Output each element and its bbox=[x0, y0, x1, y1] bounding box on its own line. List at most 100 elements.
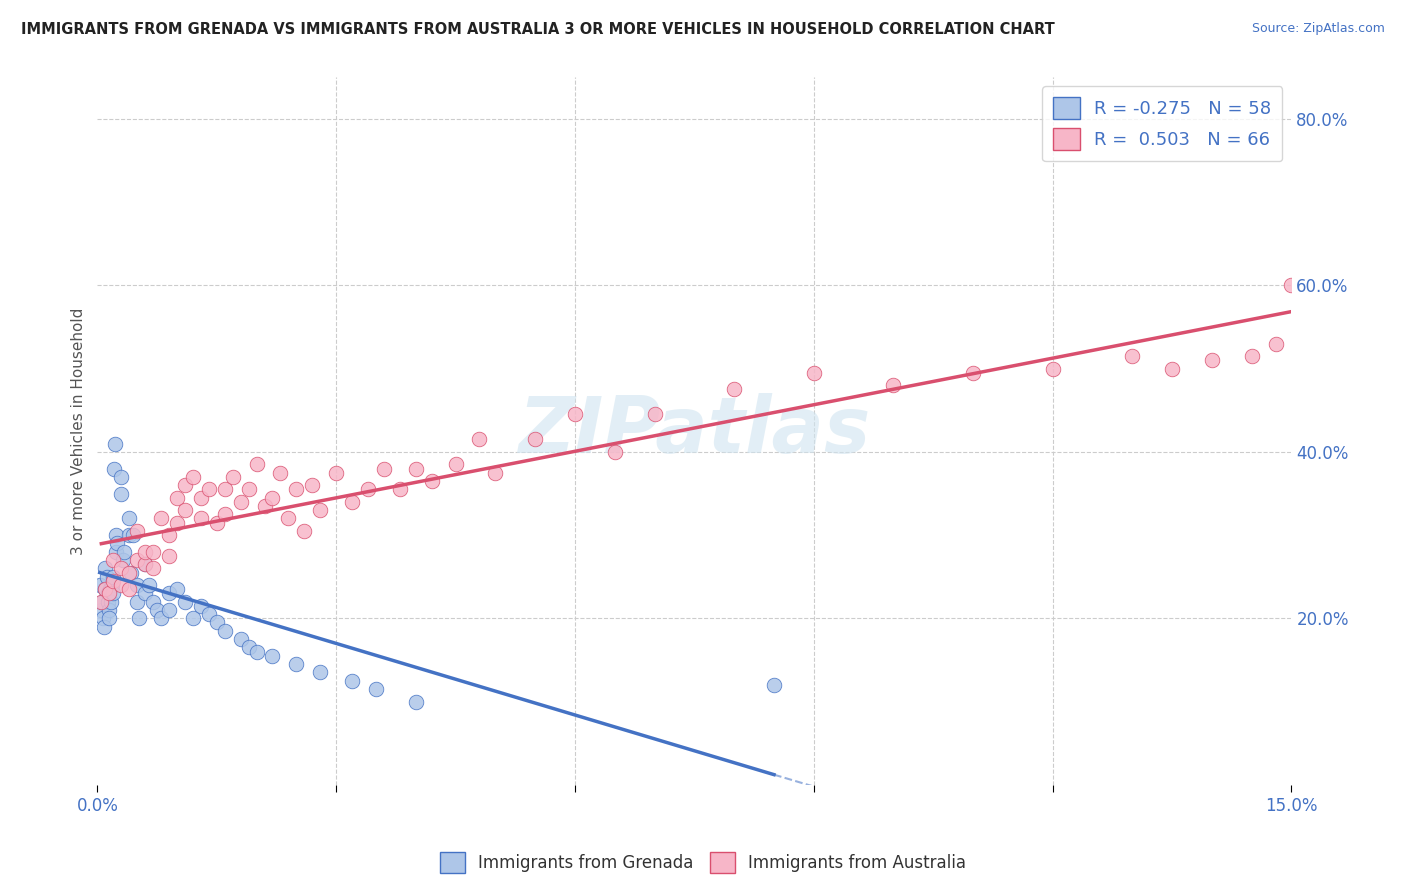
Point bbox=[103, 553, 125, 567]
Point bbox=[157, 586, 180, 600]
Point bbox=[340, 495, 363, 509]
Point bbox=[405, 461, 427, 475]
Point bbox=[122, 528, 145, 542]
Point bbox=[388, 483, 411, 497]
Point bbox=[142, 545, 165, 559]
Point bbox=[110, 486, 132, 500]
Point bbox=[285, 483, 308, 497]
Point bbox=[205, 615, 228, 630]
Point bbox=[166, 491, 188, 505]
Point bbox=[309, 665, 332, 680]
Point bbox=[277, 511, 299, 525]
Point bbox=[166, 516, 188, 530]
Point bbox=[238, 640, 260, 655]
Point bbox=[1240, 349, 1263, 363]
Point bbox=[127, 578, 149, 592]
Legend: R = -0.275   N = 58, R =  0.503   N = 66: R = -0.275 N = 58, R = 0.503 N = 66 bbox=[1042, 87, 1282, 161]
Point bbox=[94, 561, 117, 575]
Text: Source: ZipAtlas.com: Source: ZipAtlas.com bbox=[1251, 22, 1385, 36]
Point bbox=[110, 578, 132, 592]
Point bbox=[364, 681, 387, 696]
Text: ZIPatlas: ZIPatlas bbox=[519, 393, 870, 469]
Point bbox=[603, 445, 626, 459]
Point bbox=[301, 478, 323, 492]
Point bbox=[98, 611, 121, 625]
Point bbox=[142, 561, 165, 575]
Point bbox=[1042, 361, 1064, 376]
Point bbox=[524, 433, 547, 447]
Point bbox=[157, 528, 180, 542]
Point bbox=[100, 578, 122, 592]
Point bbox=[134, 558, 156, 572]
Point bbox=[564, 408, 586, 422]
Point bbox=[89, 578, 111, 592]
Point bbox=[468, 433, 491, 447]
Point bbox=[214, 483, 236, 497]
Point bbox=[285, 657, 308, 672]
Point bbox=[174, 478, 197, 492]
Point bbox=[1281, 278, 1303, 293]
Point bbox=[444, 458, 467, 472]
Point bbox=[127, 524, 149, 538]
Point bbox=[292, 524, 315, 538]
Point bbox=[103, 586, 125, 600]
Point bbox=[723, 383, 745, 397]
Point bbox=[181, 611, 204, 625]
Point bbox=[127, 553, 149, 567]
Point bbox=[1161, 361, 1184, 376]
Point bbox=[1121, 349, 1143, 363]
Point bbox=[94, 582, 117, 597]
Point bbox=[1264, 336, 1286, 351]
Point bbox=[118, 566, 141, 580]
Point bbox=[190, 599, 212, 613]
Point bbox=[198, 607, 221, 622]
Point bbox=[93, 620, 115, 634]
Point bbox=[127, 595, 149, 609]
Point bbox=[138, 578, 160, 592]
Point bbox=[91, 611, 114, 625]
Point bbox=[269, 466, 291, 480]
Point bbox=[103, 461, 125, 475]
Point bbox=[166, 582, 188, 597]
Point bbox=[98, 603, 121, 617]
Point bbox=[1201, 353, 1223, 368]
Point bbox=[309, 503, 332, 517]
Point bbox=[357, 483, 380, 497]
Point bbox=[157, 603, 180, 617]
Point bbox=[110, 470, 132, 484]
Point bbox=[763, 678, 786, 692]
Point bbox=[105, 545, 128, 559]
Point bbox=[96, 570, 118, 584]
Point bbox=[253, 499, 276, 513]
Point bbox=[157, 549, 180, 563]
Point bbox=[803, 366, 825, 380]
Point bbox=[118, 511, 141, 525]
Point bbox=[262, 648, 284, 663]
Point bbox=[962, 366, 984, 380]
Point bbox=[97, 595, 120, 609]
Point bbox=[98, 586, 121, 600]
Point bbox=[221, 470, 243, 484]
Point bbox=[190, 511, 212, 525]
Point bbox=[150, 611, 173, 625]
Point bbox=[484, 466, 506, 480]
Point bbox=[229, 495, 252, 509]
Point bbox=[118, 528, 141, 542]
Point bbox=[90, 603, 112, 617]
Point bbox=[134, 586, 156, 600]
Legend: Immigrants from Grenada, Immigrants from Australia: Immigrants from Grenada, Immigrants from… bbox=[433, 846, 973, 880]
Point bbox=[98, 582, 121, 597]
Point bbox=[105, 536, 128, 550]
Point bbox=[325, 466, 347, 480]
Point bbox=[103, 574, 125, 588]
Point bbox=[103, 570, 125, 584]
Point bbox=[245, 458, 267, 472]
Point bbox=[340, 673, 363, 688]
Point bbox=[90, 595, 112, 609]
Point bbox=[205, 516, 228, 530]
Y-axis label: 3 or more Vehicles in Household: 3 or more Vehicles in Household bbox=[72, 308, 86, 555]
Point bbox=[214, 624, 236, 638]
Point bbox=[112, 545, 135, 559]
Point bbox=[142, 595, 165, 609]
Point bbox=[94, 582, 117, 597]
